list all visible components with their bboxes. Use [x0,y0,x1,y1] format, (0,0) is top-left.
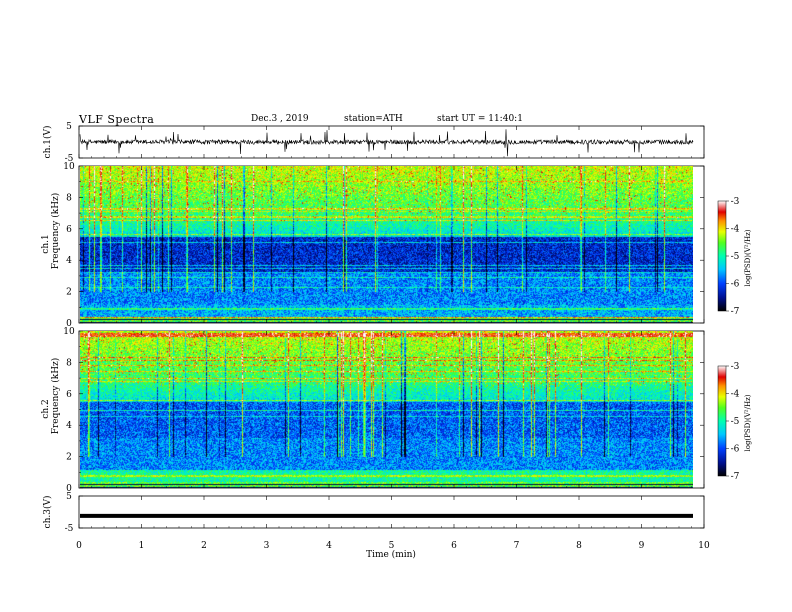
recording-date: Dec.3 , 2019 [251,114,309,124]
colorbar-tick-label-2-0: -3 [731,362,740,372]
station-label: station=ATH [344,114,403,124]
y-tick-label-ch1-spectrogram-4: 8 [66,193,72,203]
colorbar-tick-label-2-1: -4 [731,390,740,400]
x-tick-label-9: 9 [639,541,645,551]
y-tick-label-ch1-waveform-1: -5 [65,154,74,164]
ch2-colorbar [717,365,727,477]
y-tick-label-ch1-spectrogram-5: 10 [63,162,75,172]
y-tick-label-ch2-spectrogram-5: 10 [63,327,75,337]
colorbar-tick-label-1-1: -4 [731,225,740,235]
x-tick-label-10: 10 [698,541,710,551]
start-time-label: start UT = 11:40:1 [437,114,523,124]
x-tick-label-3: 3 [264,541,270,551]
y-tick-label-ch2-spectrogram-4: 8 [66,358,72,368]
y-tick-label-ch1-spectrogram-3: 6 [66,225,72,235]
ch3-waveform-ylabel: ch.3(V) [42,496,53,529]
x-tick-label-2: 2 [201,541,207,551]
ch1-colorbar-label: log(PSD)(V²/Hz) [744,229,752,286]
x-axis-label: Time (min) [366,549,416,560]
y-tick-label-ch3-waveform-1: -5 [65,524,74,534]
y-tick-label-ch2-spectrogram-3: 6 [66,390,72,400]
y-tick-label-ch1-waveform-0: 5 [66,122,72,132]
ch1-waveform-line [79,129,694,157]
y-tick-label-ch1-spectrogram-0: 0 [66,319,72,329]
colorbar-tick-label-1-0: -3 [731,197,740,207]
y-tick-label-ch3-waveform-0: 5 [66,492,72,502]
y-tick-label-ch1-spectrogram-2: 4 [66,256,72,266]
x-tick-label-5: 5 [389,541,395,551]
colorbar-tick-label-2-2: -5 [731,417,740,427]
ch1-colorbar [717,200,727,312]
x-tick-label-6: 6 [451,541,457,551]
colorbar-tick-label-2-4: -7 [731,472,740,482]
colorbar-tick-label-1-3: -6 [731,280,740,290]
colorbar-tick-label-1-4: -7 [731,307,740,317]
y-tick-label-ch2-spectrogram-1: 2 [66,453,72,463]
x-tick-label-7: 7 [514,541,520,551]
chart-title: VLF Spectra [79,113,155,126]
x-tick-label-4: 4 [326,541,332,551]
x-tick-label-0: 0 [76,541,82,551]
y-tick-label-ch1-spectrogram-1: 2 [66,288,72,298]
ch2-spectrogram-ylabel-channel: ch.2 [41,399,51,418]
colorbar-tick-label-2-3: -6 [731,445,740,455]
x-tick-label-8: 8 [576,541,582,551]
colorbar-tick-label-1-2: -5 [731,252,740,262]
ch1-spectrogram-heatmap [80,166,693,323]
x-tick-label-1: 1 [139,541,145,551]
ch2-spectrogram-ylabel-frequency: Frequency (kHz) [50,358,61,435]
ch1-spectrogram-ylabel-channel: ch.1 [41,234,51,253]
y-tick-label-ch2-spectrogram-2: 4 [66,421,72,431]
y-tick-label-ch2-spectrogram-0: 0 [66,484,72,494]
ch2-spectrogram-heatmap [80,331,693,488]
ch1-spectrogram-ylabel-frequency: Frequency (kHz) [50,193,61,270]
ch1-waveform-ylabel: ch.1(V) [42,126,53,159]
ch2-colorbar-label: log(PSD)(V²/Hz) [744,394,752,451]
panel-frame-ch3-waveform [78,495,705,529]
